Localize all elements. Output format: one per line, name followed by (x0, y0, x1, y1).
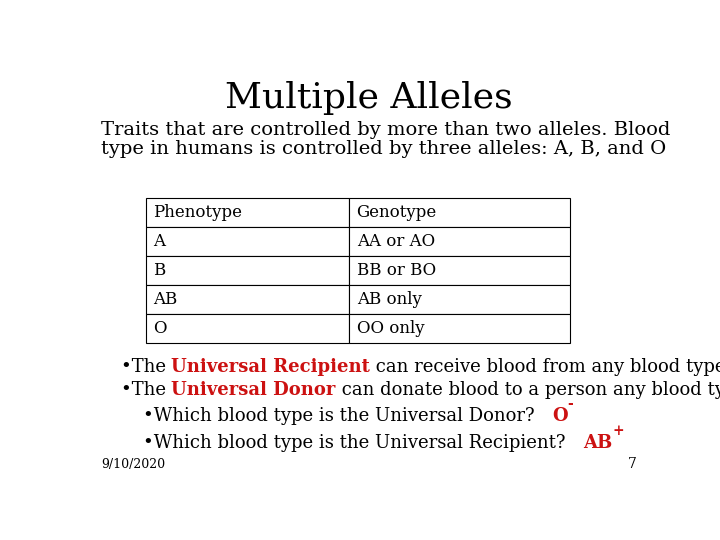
Text: Phenotype: Phenotype (153, 204, 242, 221)
Text: Genotype: Genotype (356, 204, 437, 221)
Text: AB only: AB only (356, 291, 421, 308)
Text: Universal Recipient: Universal Recipient (171, 358, 370, 376)
Text: •Which blood type is the Universal Recipient?: •Which blood type is the Universal Recip… (143, 434, 582, 451)
Text: AB: AB (153, 291, 177, 308)
Text: OO only: OO only (356, 320, 424, 338)
Bar (349, 256, 570, 285)
Text: A: A (153, 233, 165, 250)
Text: AB: AB (582, 434, 612, 451)
Text: can donate blood to a person any blood type.: can donate blood to a person any blood t… (336, 381, 720, 399)
Bar (145, 285, 349, 314)
Bar (349, 198, 570, 227)
Text: type in humans is controlled by three alleles: A, B, and O: type in humans is controlled by three al… (101, 140, 667, 158)
Text: +: + (612, 424, 624, 438)
Bar (349, 227, 570, 256)
Text: 7: 7 (628, 457, 637, 471)
Bar (349, 314, 570, 343)
Bar (349, 285, 570, 314)
Text: -: - (567, 397, 573, 411)
Text: Universal Donor: Universal Donor (171, 381, 336, 399)
Bar (145, 227, 349, 256)
Text: Multiple Alleles: Multiple Alleles (225, 82, 513, 116)
Bar (145, 198, 349, 227)
Bar (145, 256, 349, 285)
Bar (145, 314, 349, 343)
Text: O: O (153, 320, 166, 338)
Text: •Which blood type is the Universal Donor?: •Which blood type is the Universal Donor… (143, 407, 552, 424)
Text: Traits that are controlled by more than two alleles. Blood: Traits that are controlled by more than … (101, 121, 670, 139)
Text: •The: •The (121, 381, 171, 399)
Text: O: O (552, 407, 567, 424)
Text: BB or BO: BB or BO (356, 262, 436, 279)
Text: AA or AO: AA or AO (356, 233, 435, 250)
Text: B: B (153, 262, 166, 279)
Text: 9/10/2020: 9/10/2020 (101, 458, 166, 471)
Text: can receive blood from any blood type.: can receive blood from any blood type. (370, 358, 720, 376)
Text: •The: •The (121, 358, 171, 376)
